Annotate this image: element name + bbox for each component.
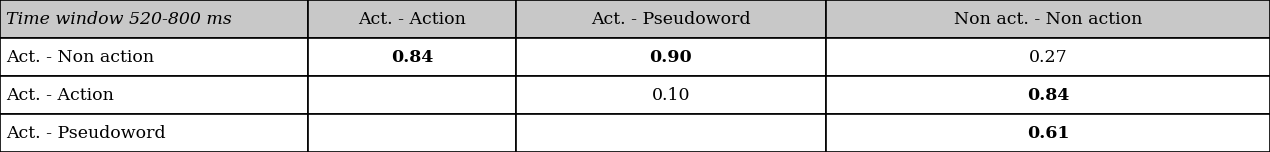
Bar [826,76,1270,114]
Bar [309,0,516,38]
Text: 0.84: 0.84 [1027,86,1069,104]
Bar [309,76,516,114]
Bar [826,0,1270,38]
Bar [0,114,309,152]
Bar [0,114,309,152]
Bar [826,0,1270,38]
Bar [309,76,516,114]
Text: 0.27: 0.27 [1029,48,1067,66]
Bar [309,38,516,76]
Bar [309,0,516,38]
Text: Act. - Pseudoword: Act. - Pseudoword [592,10,751,28]
Bar [0,38,309,76]
Text: Act. - Action: Act. - Action [358,10,466,28]
Text: Non act. - Non action: Non act. - Non action [954,10,1142,28]
Bar [0,0,309,38]
Text: Act. - Action: Act. - Action [6,86,114,104]
Bar [516,38,826,76]
Bar [516,0,826,38]
Bar [309,114,516,152]
Bar [0,76,309,114]
Bar [309,38,516,76]
Bar [0,0,309,38]
Bar [516,76,826,114]
Bar [309,114,516,152]
Bar [516,38,826,76]
Bar [826,38,1270,76]
Bar [516,0,826,38]
Text: 0.90: 0.90 [650,48,692,66]
Bar [826,114,1270,152]
Text: 0.10: 0.10 [652,86,691,104]
Bar [0,76,309,114]
Text: Time window 520-800 ms: Time window 520-800 ms [6,10,231,28]
Text: 0.61: 0.61 [1026,124,1069,142]
Bar [516,114,826,152]
Text: Act. - Non action: Act. - Non action [6,48,154,66]
Bar [516,76,826,114]
Bar [0,38,309,76]
Bar [516,114,826,152]
Text: 0.84: 0.84 [391,48,433,66]
Bar [826,76,1270,114]
Bar [826,38,1270,76]
Bar [826,114,1270,152]
Text: Act. - Pseudoword: Act. - Pseudoword [6,124,165,142]
